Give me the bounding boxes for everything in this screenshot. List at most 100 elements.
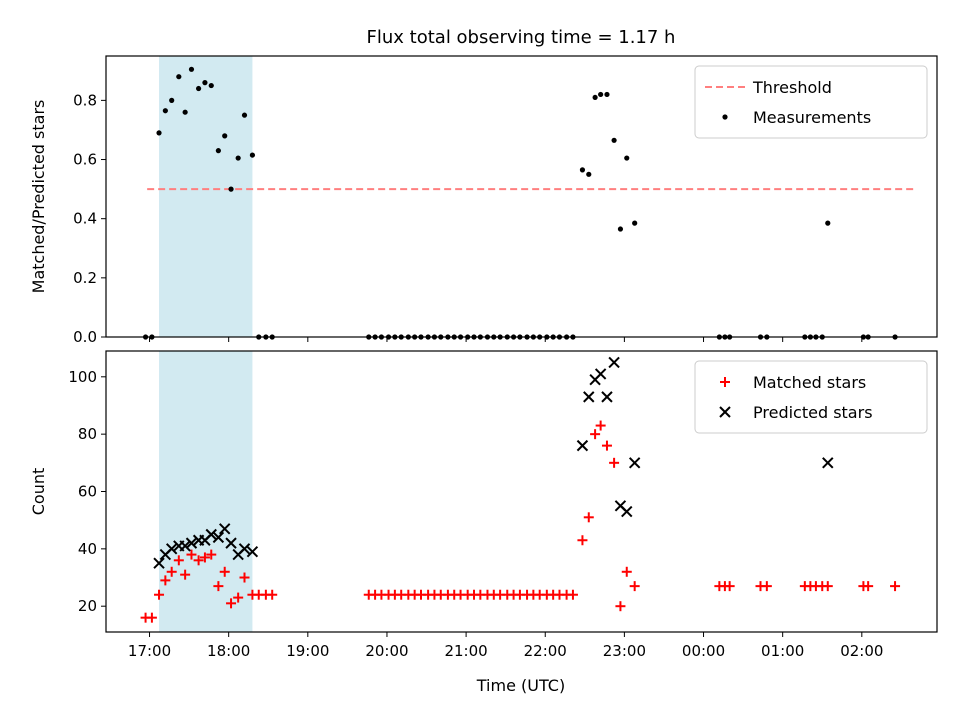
ratio-ytick-label-1: 0.2 <box>73 269 97 287</box>
measurements-point-14 <box>235 155 241 161</box>
ratio-ytick-label-3: 0.6 <box>73 151 97 169</box>
xtick-label-2: 19:00 <box>286 642 329 660</box>
measurements-point-55 <box>598 91 604 98</box>
predicted-stars-point-2 <box>165 543 178 555</box>
matched-stars-point-55 <box>595 420 606 431</box>
predicted-stars-point-5 <box>185 537 198 549</box>
matched-stars-point-19 <box>267 589 278 600</box>
predicted-stars-point-20-b <box>608 356 620 369</box>
matched-stars-point-59 <box>621 566 632 577</box>
matched-stars-point-1 <box>146 612 157 623</box>
measurements-point-13 <box>228 186 234 192</box>
predicted-stars-point-15-b <box>576 439 589 452</box>
measurements-point-56 <box>604 91 610 98</box>
xtick-label-3: 20:00 <box>365 642 408 660</box>
measurements-point-5 <box>176 74 182 80</box>
legend-threshold-label: Threshold <box>752 78 832 97</box>
matched-stars-point-15 <box>239 572 250 583</box>
matched-stars-point-57 <box>609 457 620 468</box>
measurements-point-53 <box>586 171 592 177</box>
count-ytick-label-4: 100 <box>68 368 97 386</box>
measurements-point-12 <box>222 133 228 139</box>
measurements-point-60 <box>632 220 638 226</box>
matched-stars-point-7 <box>186 549 197 560</box>
ratio-axes-frame <box>105 55 938 338</box>
predicted-stars-point-0-b <box>153 557 165 569</box>
count-legend: Matched stars Predicted stars <box>694 360 928 434</box>
x-axis-label: Time (UTC) <box>476 676 565 695</box>
matched-stars-point-60 <box>629 581 640 592</box>
xtick-label-5: 22:00 <box>524 642 567 660</box>
measurements-point-52 <box>579 167 586 173</box>
matched-stars-point-10 <box>206 549 217 560</box>
predicted-stars-point-13-b <box>238 543 251 555</box>
xtick-label-0: 17:00 <box>128 642 171 660</box>
predicted-stars-point-8-b <box>205 528 217 541</box>
count-ytick-label-1: 40 <box>78 540 97 558</box>
ratio-highlight-span <box>159 56 253 337</box>
count-panel: 20 40 60 80 100 17:00 18:00 19:00 20:00 21:00 22:0… <box>29 350 938 660</box>
predicted-stars-point-11 <box>225 537 237 549</box>
predicted-stars-point-14-b <box>246 546 259 558</box>
ratio-y-axis-label: Matched/Predicted stars <box>29 100 48 294</box>
ratio-ytick-label-2: 0.4 <box>73 210 97 228</box>
measurements-point-11 <box>215 148 221 154</box>
measurements-point-4 <box>169 97 175 103</box>
predicted-stars-point-0 <box>153 557 165 569</box>
measurements-point-54 <box>592 94 598 101</box>
predicted-stars-point-22 <box>621 505 633 518</box>
measurements-point-6 <box>182 109 188 115</box>
measurements-point-57 <box>611 137 617 143</box>
matched-stars-point-52 <box>577 535 588 546</box>
ratio-panel: 0.0 0.2 0.4 0.6 0.8 Matched/Predicted stars Th… <box>29 55 938 346</box>
predicted-stars-point-8 <box>205 528 217 541</box>
ratio-ytick-label-4: 0.8 <box>73 91 97 109</box>
matched-stars-point-73 <box>890 581 901 592</box>
matched-stars-point-8 <box>193 555 204 566</box>
matched-stars-point-9 <box>199 552 210 563</box>
legend-matched-stars-swatch <box>720 377 730 387</box>
predicted-stars-point-9 <box>212 531 225 544</box>
xtick-label-9: 02:00 <box>840 642 883 660</box>
predicted-stars-point-13 <box>238 543 251 555</box>
predicted-stars-point-10 <box>219 523 231 535</box>
predicted-stars-point-2-b <box>165 543 178 555</box>
xtick-label-7: 00:00 <box>682 642 725 660</box>
predicted-stars-point-24-b <box>822 457 834 469</box>
predicted-stars-point-9-b <box>212 531 225 544</box>
count-highlight-span <box>159 351 253 632</box>
matched-stars-point-12 <box>219 566 230 577</box>
predicted-stars-point-5-b <box>185 537 198 549</box>
legend-matched-stars-label: Matched stars <box>753 373 866 392</box>
matched-stars-point-53 <box>583 512 594 523</box>
matched-stars-point-5 <box>173 555 184 566</box>
legend-measurements-swatch <box>722 114 728 120</box>
measurements-point-9 <box>202 80 208 86</box>
matched-stars-point-11 <box>213 581 224 592</box>
measurements-point-59 <box>624 155 630 161</box>
matched-stars-point-58 <box>615 601 626 612</box>
predicted-stars-point-15 <box>576 439 589 452</box>
xtick-label-8: 01:00 <box>761 642 804 660</box>
predicted-stars-point-24 <box>822 457 834 469</box>
measurements-point-58 <box>617 226 624 232</box>
matched-stars-point-51 <box>567 589 578 600</box>
legend-predicted-stars-swatch-b <box>719 406 731 418</box>
matched-stars-point-54 <box>590 429 601 440</box>
measurements-point-2 <box>156 130 162 136</box>
predicted-stars-point-16-b <box>583 391 595 403</box>
count-ytick-label-3: 80 <box>78 425 97 443</box>
count-legend-box <box>694 360 928 434</box>
predicted-stars-point-22-b <box>621 505 633 518</box>
count-y-axis-label: Count <box>29 468 48 516</box>
xtick-label-1: 18:00 <box>207 642 250 660</box>
predicted-stars-point-23-b <box>628 457 641 469</box>
matched-stars-point-65 <box>761 581 772 592</box>
matched-stars-point-3 <box>160 575 171 586</box>
predicted-stars-point-23 <box>628 457 641 469</box>
matched-stars-point-13 <box>226 598 237 609</box>
matched-stars-point-72 <box>863 581 874 592</box>
legend-measurements-label: Measurements <box>753 108 871 127</box>
ratio-legend: Threshold Measurements <box>694 65 928 139</box>
